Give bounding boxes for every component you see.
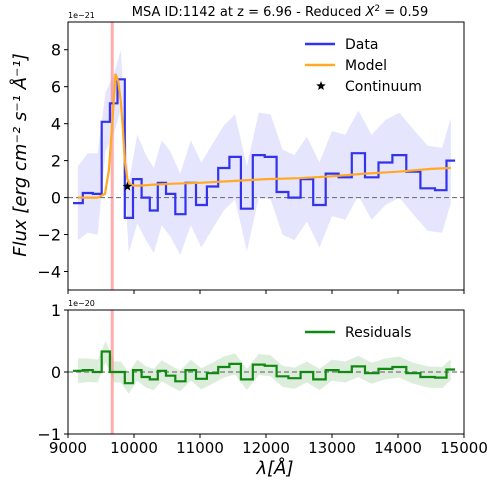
x-tick-label: 10000	[110, 439, 158, 457]
y-tick-label: 1	[51, 301, 61, 320]
x-axis-label: λ[Å]	[255, 457, 293, 479]
legend-continuum-marker	[316, 81, 326, 90]
y-tick-label: 0	[51, 189, 61, 208]
plot-area	[68, 22, 464, 290]
plot-area	[68, 310, 464, 434]
y-tick-label: 8	[51, 41, 61, 60]
y-tick-label: 4	[51, 115, 61, 134]
bottom-scale-note: 1e−20	[68, 299, 95, 308]
x-tick-label: 14000	[374, 439, 422, 457]
y-tick-label: 6	[51, 78, 61, 97]
x-tick-label: 13000	[308, 439, 356, 457]
legend-model-label: Model	[345, 58, 387, 74]
chart-title: MSA ID:1142 at z = 6.96 - Reduced X2 = 0…	[132, 4, 428, 20]
y-tick-label: 0	[51, 363, 61, 382]
x-tick-label: 15000	[440, 439, 488, 457]
x-tick-label: 11000	[176, 439, 224, 457]
y-axis-label: Flux [erg cm⁻² s⁻¹ Å⁻¹]	[9, 53, 31, 257]
y-tick-label: −2	[37, 226, 61, 245]
x-tick-label: 12000	[242, 439, 290, 457]
legend-continuum-label: Continuum	[345, 79, 422, 95]
flux-panel: −4 −2 0 2 4 6 8 Data Model Continuum	[37, 21, 465, 294]
y-tick-label: −4	[37, 263, 61, 282]
series-residuals-line	[73, 350, 456, 385]
top-scale-note: 1e−21	[68, 11, 95, 20]
legend-data-label: Data	[345, 37, 378, 53]
x-tick-label: 9000	[49, 439, 87, 457]
data-error-band	[77, 49, 451, 255]
residuals-panel: −1 0 1 9000 10000 11000 12000 13000 14000 15000 Re…	[37, 301, 487, 457]
legend-residuals-label: Residuals	[345, 325, 411, 341]
continuum-star-point	[122, 181, 133, 191]
y-tick-label: −1	[37, 425, 61, 444]
residual-error-band	[77, 341, 451, 394]
y-tick-label: 2	[51, 152, 61, 171]
